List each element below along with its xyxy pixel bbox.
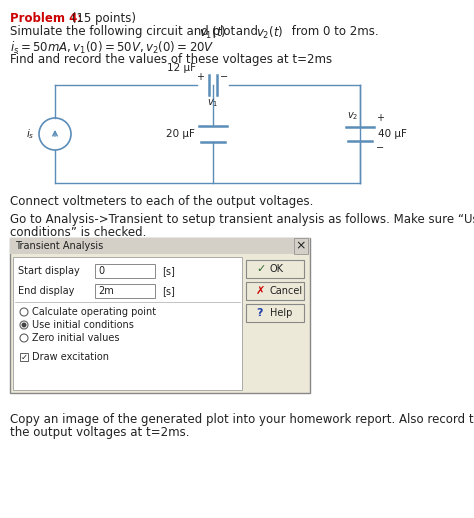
Text: $i_s$: $i_s$	[27, 127, 35, 141]
Bar	[294, 238, 308, 254]
Text: Help: Help	[270, 308, 292, 318]
Text: Transient Analysis: Transient Analysis	[15, 241, 103, 251]
Text: Copy an image of the generated plot into your homework report. Also record the v: Copy an image of the generated plot into…	[10, 413, 474, 426]
Text: $v_2$: $v_2$	[346, 110, 358, 122]
Text: Calculate operating point: Calculate operating point	[32, 307, 156, 317]
Text: Problem 4:: Problem 4:	[10, 12, 82, 25]
Text: −: −	[220, 72, 228, 82]
Text: $i_s = 50mA, v_1(0) = 50V, v_2(0) = 20V$: $i_s = 50mA, v_1(0) = 50V, v_2(0) = 20V$	[10, 40, 215, 56]
Bar	[10, 238, 310, 254]
Text: 40 μF: 40 μF	[378, 129, 407, 139]
Text: Connect voltmeters to each of the output voltages.: Connect voltmeters to each of the output…	[10, 195, 313, 208]
Text: Go to Analysis->Transient to setup transient analysis as follows. Make sure “Use: Go to Analysis->Transient to setup trans…	[10, 213, 474, 226]
Text: 12 μF: 12 μF	[167, 63, 196, 73]
Text: +: +	[196, 72, 204, 82]
Circle shape	[20, 334, 28, 342]
Bar	[20, 353, 28, 361]
Text: from 0 to 2ms.: from 0 to 2ms.	[288, 25, 379, 38]
Text: ✓: ✓	[21, 353, 28, 362]
Text: $v_1(t)$: $v_1(t)$	[199, 25, 227, 41]
Text: 2m: 2m	[98, 286, 114, 296]
Text: +: +	[376, 113, 384, 123]
Text: ✓: ✓	[256, 264, 265, 274]
Text: Use initial conditions: Use initial conditions	[32, 320, 134, 330]
Text: Find and record the values of these voltages at t=2ms: Find and record the values of these volt…	[10, 53, 332, 66]
Circle shape	[21, 323, 27, 327]
Text: −: −	[376, 143, 384, 153]
Text: Start display: Start display	[18, 266, 80, 276]
Bar	[246, 282, 304, 300]
Circle shape	[20, 321, 28, 329]
Text: conditions” is checked.: conditions” is checked.	[10, 226, 146, 239]
Text: Zero initial values: Zero initial values	[32, 333, 119, 343]
Bar	[246, 260, 304, 278]
Text: (15 points): (15 points)	[68, 12, 136, 25]
Bar	[246, 304, 304, 322]
Text: ×: ×	[296, 239, 306, 252]
Text: Cancel: Cancel	[270, 286, 303, 296]
Text: ?: ?	[256, 308, 263, 318]
Text: Simulate the following circuit and plot: Simulate the following circuit and plot	[10, 25, 239, 38]
Bar	[13, 257, 242, 390]
Bar	[95, 284, 155, 298]
Text: OK: OK	[270, 264, 284, 274]
Text: the output voltages at t=2ms.: the output voltages at t=2ms.	[10, 426, 190, 439]
Text: [s]: [s]	[162, 286, 175, 296]
Text: Draw excitation: Draw excitation	[32, 352, 109, 362]
Text: ✗: ✗	[256, 286, 265, 296]
Text: 20 μF: 20 μF	[166, 129, 195, 139]
Text: $v_2(t)$: $v_2(t)$	[256, 25, 283, 41]
Text: 0: 0	[98, 266, 104, 276]
Bar	[95, 264, 155, 278]
Text: [s]: [s]	[162, 266, 175, 276]
Text: and: and	[232, 25, 262, 38]
Text: End display: End display	[18, 286, 74, 296]
Text: $v_1$: $v_1$	[207, 97, 219, 109]
Circle shape	[20, 308, 28, 316]
Bar	[10, 238, 310, 393]
